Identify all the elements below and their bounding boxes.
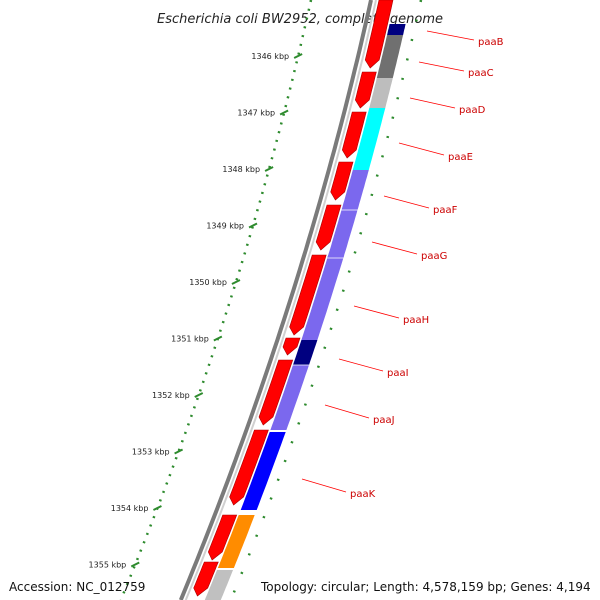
gene-paaK-leader	[301, 478, 347, 493]
gene-paaG-label: paaG	[421, 251, 447, 262]
gene-paaF-segment	[341, 170, 369, 210]
gene-paaH-segment	[301, 255, 345, 340]
gene-paaF-label: paaF	[433, 205, 458, 216]
kbp-tick-label: 1352 kbp	[152, 391, 190, 400]
kbp-tick-layer: 1346 kbp 1347 kbp 1348 kbp 1349 kbp 1350 kbp…	[89, 0, 423, 600]
gene-paaI-leader	[338, 358, 384, 372]
gene-paaI-segment	[293, 340, 318, 365]
gene-paaJ-leader	[324, 404, 370, 419]
gene-paaE-label: paaE	[448, 152, 473, 163]
kbp-tick-label: 1346 kbp	[251, 52, 289, 61]
backbone-outer-line	[178, 0, 373, 600]
gene-paaG-leader	[371, 241, 418, 255]
kbp-guide-dots	[119, 0, 313, 600]
gene-paaG-segment	[327, 210, 358, 258]
forward-cds-arrow	[330, 161, 354, 201]
forward-cds-arrow	[282, 337, 301, 356]
accession-text: Accession: NC_012759	[9, 580, 146, 594]
gene-paaF-leader	[383, 195, 430, 209]
gene-paaJ-segment	[270, 365, 309, 430]
kbp-tick-mark	[152, 505, 162, 511]
forward-cds-arrow	[193, 561, 219, 597]
gene-paaC-label: paaC	[468, 68, 494, 79]
forward-cds-arrow	[207, 514, 238, 561]
forward-cds-arrow	[341, 111, 367, 159]
kbp-tick-mark	[264, 166, 274, 172]
kbp-tick-mark	[130, 561, 140, 568]
forward-cds-arrow	[364, 0, 394, 69]
forward-cds-arrow	[354, 71, 377, 109]
forward-cds-arrow	[289, 254, 327, 336]
extra-gene-segment	[204, 570, 233, 600]
backbone-layer	[178, 0, 377, 600]
kbp-tick-mark	[279, 109, 289, 116]
gene-paaB-leader	[426, 30, 475, 41]
kbp-tick-label: 1353 kbp	[132, 448, 170, 457]
kbp-tick-label: 1348 kbp	[222, 165, 260, 174]
gene-paaH-leader	[353, 305, 400, 319]
gene-paaB-label: paaB	[478, 37, 504, 48]
gene-paaB-segment	[387, 24, 406, 35]
gene-paaJ-label: paaJ	[373, 415, 395, 426]
gene-paaC-segment	[376, 35, 404, 78]
gene-paaH-label: paaH	[403, 315, 429, 326]
kbp-tick-label: 1349 kbp	[206, 222, 244, 231]
kbp-tick-mark	[231, 279, 241, 285]
forward-strand-layer	[193, 0, 394, 597]
forward-cds-arrow	[315, 204, 342, 251]
forward-cds-arrow	[258, 359, 294, 426]
gene-paaD-segment	[369, 78, 393, 108]
backbone-inner-line	[184, 0, 377, 600]
gene-paaE-leader	[398, 142, 445, 156]
gene-paaK-segment	[240, 432, 286, 510]
kbp-tick-mark	[174, 448, 184, 455]
kbp-tick-mark	[248, 222, 258, 229]
kbp-tick-mark	[194, 392, 204, 398]
forward-cds-arrow	[229, 429, 269, 506]
gene-paaK-label: paaK	[350, 489, 376, 500]
kbp-tick-label: 1351 kbp	[171, 335, 209, 344]
extra-gene-segment	[217, 515, 255, 568]
gene-paaD-leader	[409, 97, 456, 109]
gene-paaE-segment	[352, 108, 386, 170]
kbp-tick-mark	[213, 335, 223, 342]
kbp-tick-label: 1347 kbp	[237, 109, 275, 118]
kbp-tick-mark	[293, 53, 303, 59]
gene-paaD-label: paaD	[459, 105, 486, 116]
kbp-tick-label: 1350 kbp	[189, 278, 227, 287]
topology-text: Topology: circular; Length: 4,578,159 bp…	[261, 580, 591, 594]
gene-paaI-label: paaI	[387, 368, 409, 379]
gene-label-layer: paaB paaC paaD paaE paaF paaG paaH paaI paaJ paaK	[301, 30, 504, 500]
gene-paaC-leader	[418, 61, 465, 72]
kbp-tick-label: 1355 kbp	[89, 561, 127, 570]
reverse-strand-layer	[204, 24, 406, 600]
kbp-tick-label: 1354 kbp	[111, 504, 149, 513]
